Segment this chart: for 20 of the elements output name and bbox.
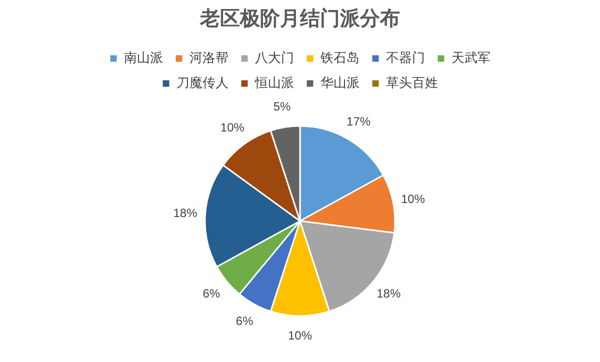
data-label: 18% [173,206,198,220]
legend-label: 天武军 [452,50,490,66]
legend-label: 南山派 [124,50,163,66]
data-label: 18% [376,286,401,301]
legend-label: 恒山派 [254,76,294,91]
data-label: 10% [400,192,426,206]
legend-label: 华山派 [320,76,360,91]
data-label: 10% [220,120,245,134]
data-label: 17% [346,114,371,128]
legend-label: 铁石岛 [320,50,360,66]
legend-label: 草头百姓 [386,76,438,91]
legend-label: 刀魔传人 [176,76,228,91]
chart-title: 老区极阶月结门派分布 [199,6,400,30]
data-label: 10% [288,328,312,342]
legend-label: 河洛帮 [190,50,228,66]
data-label: 5% [273,100,292,114]
data-label: 6% [202,286,220,301]
legend-label: 不器门 [386,50,425,66]
data-label: 6% [236,314,254,328]
legend-label: 八大门 [255,50,294,66]
